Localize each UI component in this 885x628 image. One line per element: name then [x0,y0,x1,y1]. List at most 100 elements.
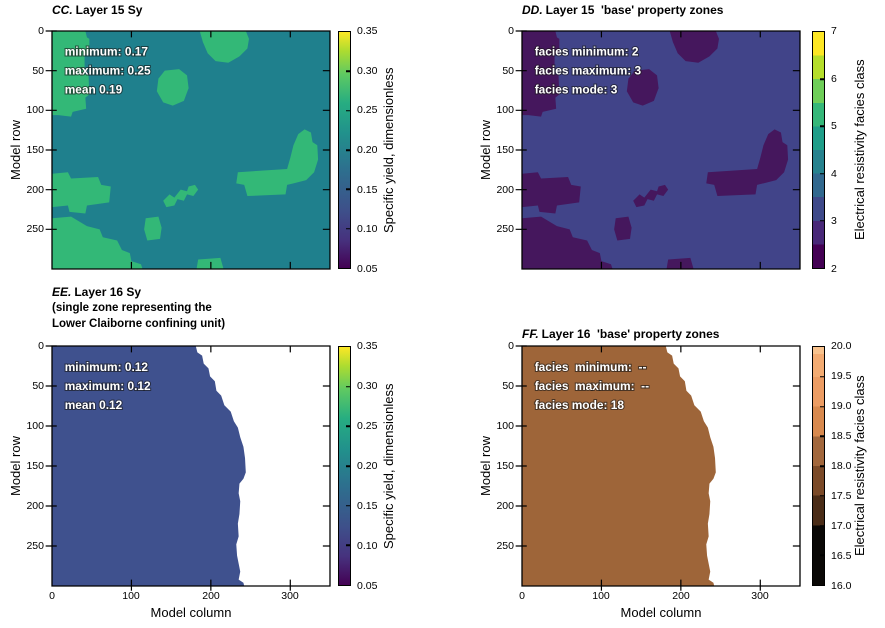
dd-y-tick: 200 [496,184,514,196]
panel-ee-subtitle-1: (single zone representing the [52,302,212,314]
ff-x-tick: 100 [592,590,610,602]
panel-ee-title-text: Layer 16 Sy [74,285,142,299]
panel-dd-code: DD. [522,3,543,17]
ff-x-tick: 200 [672,590,690,602]
ee-x-tick: 300 [281,590,299,602]
cc-annotation-min: minimum: 0.17 [65,45,149,59]
ff-y-tick: 200 [496,500,514,512]
ff-cb-tick: 16.5 [831,550,852,562]
cc-cb-tick: 0.30 [357,65,378,77]
dd-cb-tick: 7 [831,25,837,37]
panel-cc-code: CC. [52,3,73,17]
panel-ee-title: EE. Layer 16 Sy [52,285,141,299]
panel-dd-title: DD. Layer 15 'base' property zones [522,3,723,17]
panel-cc-title: CC. Layer 15 Sy [52,3,142,17]
panel-ff-title-text: Layer 16 'base' property zones [541,327,720,341]
cc-cb-tick: 0.10 [357,223,378,235]
ee-cb-tick: 0.15 [357,500,378,512]
ff-cb-tick: 19.0 [831,400,852,412]
cc-cb-tick: 0.15 [357,184,378,196]
ff-annotation-max: facies maximum: -- [535,379,649,393]
dd-cb-tick: 5 [831,120,837,132]
panel-dd-title-text: Layer 15 'base' property zones [545,3,724,17]
dd-annotation-max: facies maximum: 3 [535,64,642,78]
panel-ee-code: EE. [52,285,72,299]
ff-plot-frame [522,346,800,586]
dd-cb-tick: 2 [831,263,837,275]
panel-ff-code: FF. [522,327,539,341]
dd-annotation-min: facies minimum: 2 [535,45,639,59]
ff-annotation-mode: facies mode: 18 [535,398,625,412]
cc-y-tick: 250 [26,223,44,235]
cc-annotation-max: maximum: 0.25 [65,64,151,78]
cc-cb-tick: 0.20 [357,144,378,156]
ee-y-tick: 150 [26,460,44,472]
dd-y-tick: 0 [508,25,514,37]
cc-colorbar [338,31,351,269]
cc-y-tick: 50 [32,65,44,77]
panel-cc-title-text: Layer 15 Sy [75,3,143,17]
dd-heatmap: facies minimum: 2 facies maximum: 3 faci… [515,31,800,269]
ff-colorbar-label: Electrical resistivity facies class [852,375,867,557]
dd-y-tick: 50 [502,65,514,77]
dd-y-tick: 150 [496,144,514,156]
ff-cb-tick: 17.0 [831,520,852,532]
ee-y-tick: 0 [38,340,44,352]
ee-heatmap: minimum: 0.12 maximum: 0.12 mean 0.12 [45,346,330,592]
ff-colorbar [812,346,825,586]
cc-cb-tick: 0.25 [357,104,378,116]
dd-colorbar [812,31,825,269]
ff-x-tick: 0 [519,590,525,602]
ee-annotation-mean: mean 0.12 [65,398,123,412]
cc-y-tick: 100 [26,104,44,116]
ee-colorbar [338,346,351,586]
ee-cb-tick: 0.05 [357,580,378,592]
ee-y-tick: 200 [26,500,44,512]
ee-x-tick: 200 [202,590,220,602]
cc-colorbar-label: Specific yield, dimensionless [381,67,396,233]
ff-heatmap: facies minimum: -- facies maximum: -- fa… [515,346,800,592]
cc-plot-frame [52,31,330,269]
ee-cb-tick: 0.10 [357,540,378,552]
ff-y-tick: 100 [496,420,514,432]
ee-annotation-min: minimum: 0.12 [65,360,149,374]
dd-annotation-mode: facies mode: 3 [535,83,618,97]
cc-cb-tick: 0.05 [357,263,378,275]
dd-y-tick: 250 [496,223,514,235]
cc-heatmap: minimum: 0.17 maximum: 0.25 mean 0.19 [45,31,330,269]
ee-x-axis-label: Model column [150,605,232,620]
ee-cb-tick: 0.35 [357,340,378,352]
ff-cb-tick: 20.0 [831,340,852,352]
dd-plot-frame [522,31,800,269]
ff-cb-tick: 17.5 [831,490,852,502]
dd-cb-tick: 6 [831,73,837,85]
ff-cb-tick: 18.0 [831,460,852,472]
ff-cb-tick: 18.5 [831,430,852,442]
ff-cb-tick: 16.0 [831,580,852,592]
cc-annotation-mean: mean 0.19 [65,83,123,97]
dd-colorbar-label: Electrical resistivity facies class [852,59,867,241]
ee-plot-frame [52,346,330,586]
ee-y-tick: 50 [32,380,44,392]
panel-ff-title: FF. Layer 16 'base' property zones [522,327,719,341]
dd-cb-tick: 4 [831,168,837,180]
ee-cb-tick: 0.30 [357,380,378,392]
cc-y-tick: 150 [26,144,44,156]
ff-y-tick: 150 [496,460,514,472]
ee-cb-tick: 0.20 [357,460,378,472]
ee-x-tick: 0 [49,590,55,602]
ff-cb-tick: 19.5 [831,370,852,382]
ee-y-tick: 250 [26,540,44,552]
ff-x-axis-label: Model column [620,605,702,620]
ee-cb-tick: 0.25 [357,420,378,432]
panel-ee-subtitle-2: Lower Claiborne confining unit) [52,318,226,330]
cc-cb-tick: 0.35 [357,25,378,37]
ff-annotation-min: facies minimum: -- [535,360,647,374]
dd-y-tick: 100 [496,104,514,116]
ff-y-tick: 50 [502,380,514,392]
ee-x-tick: 100 [122,590,140,602]
ff-x-tick: 300 [751,590,769,602]
ee-annotation-max: maximum: 0.12 [65,379,151,393]
cc-y-tick: 200 [26,184,44,196]
